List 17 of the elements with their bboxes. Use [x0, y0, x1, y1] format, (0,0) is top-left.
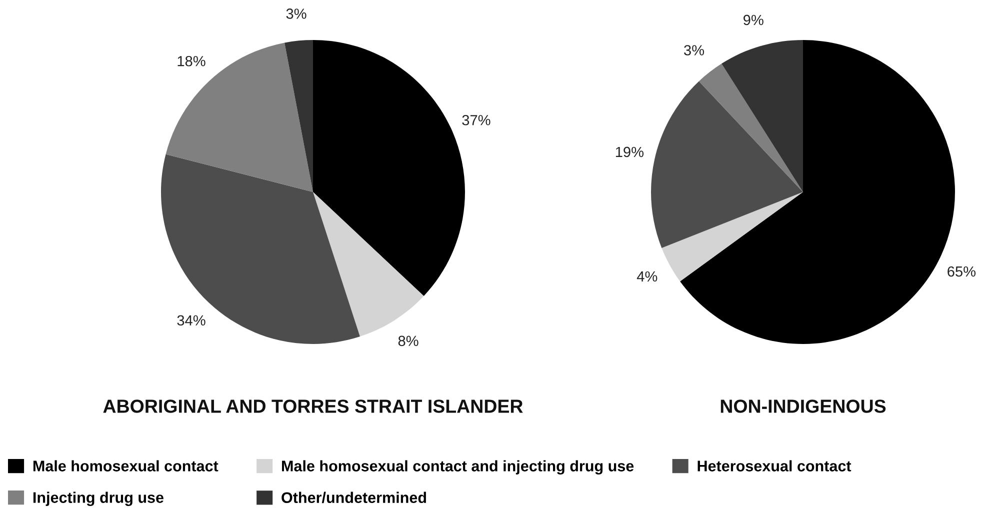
- data-label: 18%: [178, 56, 206, 66]
- data-label: 3%: [684, 45, 704, 56]
- data-label: 3%: [286, 8, 306, 19]
- data-label: 9%: [744, 14, 764, 26]
- data-label: 65%: [948, 266, 976, 277]
- data-label: 37%: [462, 114, 490, 126]
- data-label: 19%: [616, 146, 644, 158]
- legend-label: Injecting drug use: [33, 492, 164, 506]
- legend-label: Male homosexual contact and injecting drug use: [282, 460, 634, 475]
- data-label: 34%: [177, 315, 206, 326]
- legend-label: Heterosexual contact: [698, 460, 852, 472]
- data-label: 8%: [398, 336, 418, 346]
- legend-label: Other/undetermined: [282, 492, 426, 504]
- slice-label: ABORIGINAL AND TORRES STRAIT ISLANDER: [103, 400, 523, 413]
- legend-label: Male homosexual contact: [33, 460, 218, 472]
- data-label: 4%: [636, 271, 658, 282]
- slice-label: NON-INDIGENOUS: [720, 400, 886, 413]
